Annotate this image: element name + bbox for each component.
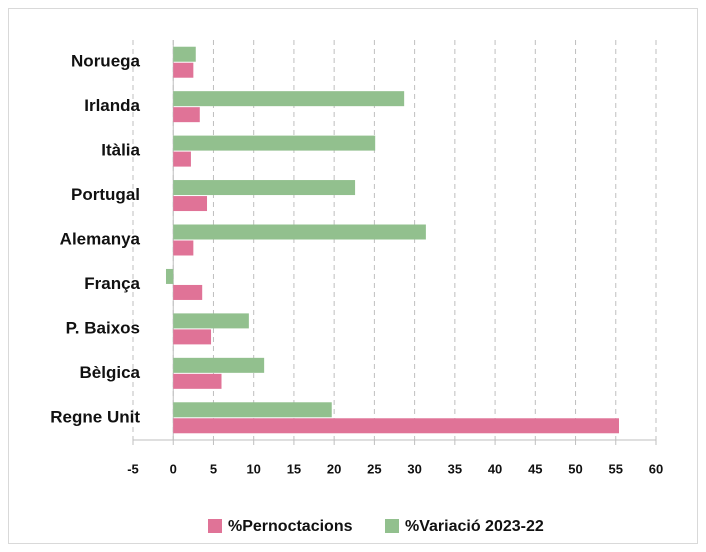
x-tick-label: 20 <box>327 461 341 476</box>
legend-swatch <box>385 519 399 533</box>
bar <box>173 313 249 329</box>
bar <box>173 373 222 389</box>
x-tick-label: 10 <box>246 461 260 476</box>
x-tick-label: 40 <box>488 461 502 476</box>
legend-label: %Variació 2023-22 <box>405 518 544 535</box>
legend-swatch <box>208 519 222 533</box>
bar <box>173 151 191 167</box>
bar <box>173 62 194 78</box>
x-tick-label: 50 <box>568 461 582 476</box>
bar <box>173 196 208 212</box>
bar <box>173 240 194 256</box>
bar <box>173 180 356 196</box>
y-tick-label: Alemanya <box>60 229 141 248</box>
bar <box>173 418 619 434</box>
bar <box>173 91 405 107</box>
x-tick-label: 25 <box>367 461 381 476</box>
x-tick-label: 35 <box>448 461 462 476</box>
legend-label: %Pernoctacions <box>228 518 353 535</box>
x-tick-label: 0 <box>170 461 177 476</box>
y-tick-label: França <box>84 274 140 293</box>
bar <box>173 135 376 151</box>
bar <box>173 329 212 345</box>
y-tick-label: Noruega <box>71 52 141 71</box>
bar <box>173 402 332 418</box>
x-tick-label: 15 <box>287 461 301 476</box>
x-tick-label: 45 <box>528 461 542 476</box>
bar <box>173 107 200 123</box>
x-tick-label: 30 <box>407 461 421 476</box>
bar <box>173 357 265 373</box>
x-tick-label: 5 <box>210 461 217 476</box>
bar <box>173 46 196 62</box>
y-tick-label: Irlanda <box>84 96 140 115</box>
bar <box>173 224 426 240</box>
y-tick-label: Portugal <box>71 185 140 204</box>
y-tick-label: P. Baixos <box>66 318 140 337</box>
x-tick-label: 55 <box>609 461 623 476</box>
y-tick-label: Bèlgica <box>80 363 141 382</box>
bar <box>165 268 174 284</box>
y-tick-label: Regne Unit <box>50 407 140 426</box>
x-tick-label: -5 <box>127 461 139 476</box>
x-tick-label: 60 <box>649 461 663 476</box>
bar <box>173 284 203 300</box>
y-tick-label: Itàlia <box>101 141 140 160</box>
